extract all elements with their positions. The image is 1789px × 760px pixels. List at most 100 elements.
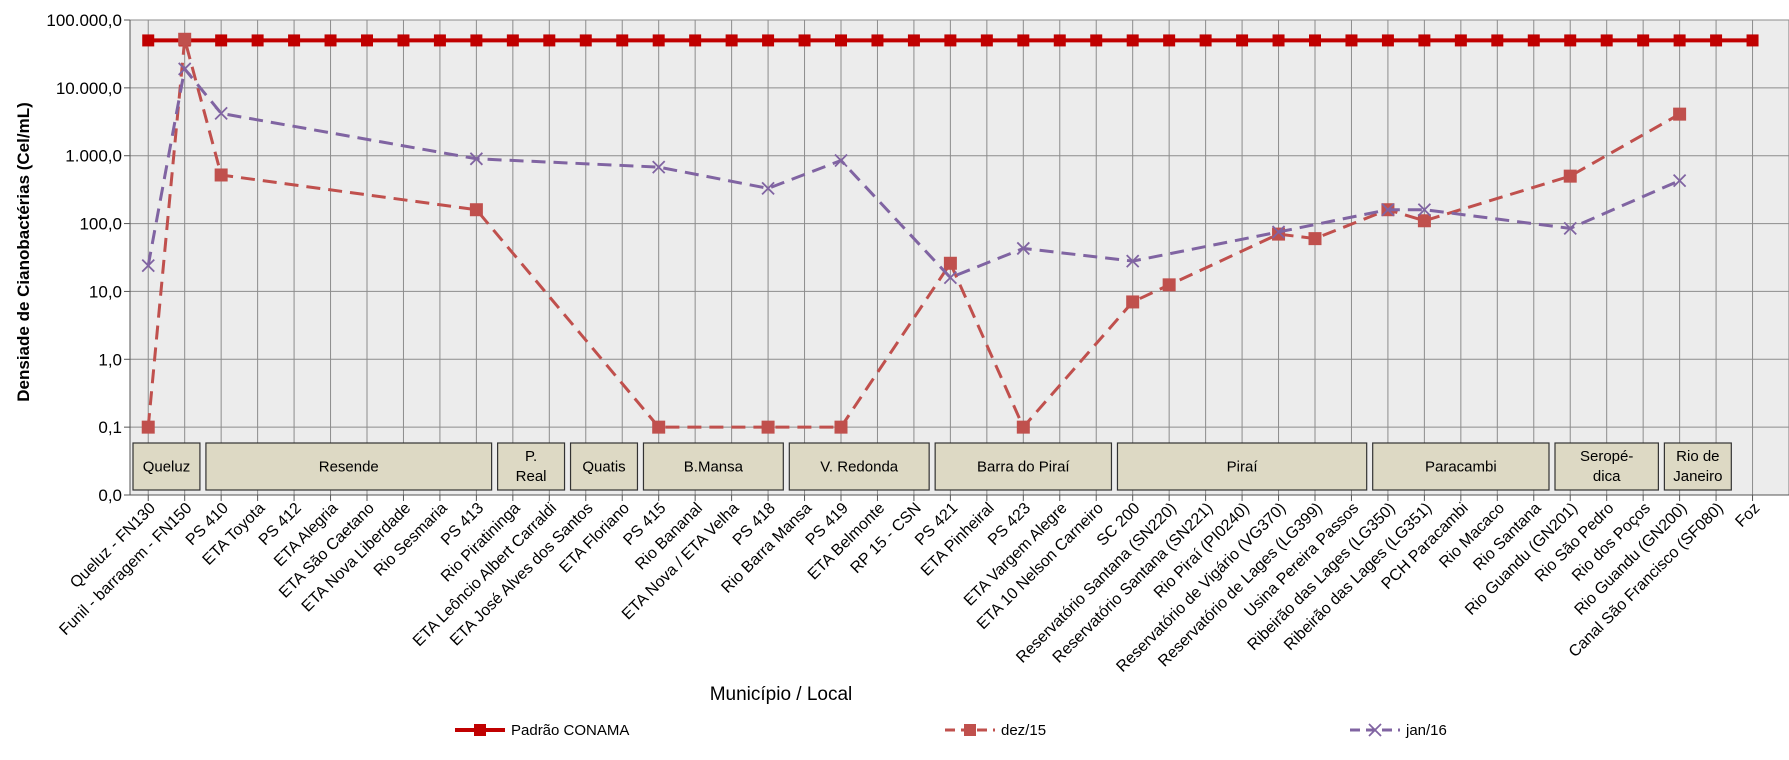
point-dez15 [1126, 295, 1140, 309]
point-conama [1491, 34, 1504, 47]
point-mark [1381, 203, 1395, 217]
point-conama [652, 34, 665, 47]
point-dez15 [761, 420, 775, 434]
point-conama [1564, 34, 1577, 47]
point-conama [361, 34, 373, 47]
point-conama [1418, 34, 1431, 47]
point-conama [1090, 34, 1103, 47]
point-conama [1345, 34, 1358, 47]
point-conama [1637, 34, 1650, 47]
point-conama [1309, 34, 1321, 47]
point-mark [1126, 254, 1140, 268]
point-mark [943, 270, 958, 285]
point-conama [1017, 34, 1030, 47]
group-label-line: Real [516, 468, 547, 485]
point-conama [142, 34, 155, 47]
point-conama [1126, 34, 1139, 47]
point-conama [1746, 34, 1759, 47]
y-tick-label: 1.000,0 [65, 147, 122, 166]
point-conama [470, 34, 483, 47]
group-label: Rio de Janeiro [1673, 448, 1722, 485]
legend-marker [474, 724, 486, 736]
point-conama [1710, 34, 1723, 47]
legend-item: dez/15 [945, 722, 1046, 739]
point-jan16 [652, 160, 666, 174]
group-label: Barra do Piraí [977, 459, 1070, 476]
group-label: V. Redonda [820, 459, 899, 476]
group-label: Piraí [1227, 459, 1259, 476]
point-jan16 [1381, 203, 1395, 217]
x-tick-label: Foz [1732, 500, 1763, 531]
point-jan16 [178, 62, 192, 76]
group-label: P. Real [516, 448, 547, 485]
y-axis-title: Densiade de Cianobactérias (Cel/mL) [14, 102, 33, 401]
group-box [205, 442, 493, 491]
point-conama [543, 34, 556, 47]
point-dez15 [1563, 169, 1577, 183]
point-jan16 [1016, 241, 1030, 256]
point-dez15 [1016, 420, 1030, 434]
group-box [569, 442, 639, 491]
point-conama [944, 34, 957, 47]
point-conama [215, 34, 228, 47]
point-jan16 [469, 152, 484, 166]
axes: 0,1 1,0 10,0 100,0 1.000,0 10.000,0 100.000,0 0… [46, 11, 1789, 505]
point-conama [835, 34, 847, 47]
plot-area [129, 19, 1789, 496]
legend-marker [964, 724, 976, 736]
y-tick-label: 10.000,0 [56, 79, 122, 98]
point-conama [251, 34, 264, 47]
group-box [788, 442, 930, 491]
point-jan16 [834, 153, 848, 168]
point-conama [1673, 34, 1686, 47]
point-mark [469, 152, 484, 166]
point-mark [178, 62, 192, 76]
group-label: Queluz [143, 459, 191, 476]
point-conama [1053, 34, 1066, 47]
point-conama [871, 34, 884, 47]
y-tick-label: 100.000,0 [46, 11, 122, 30]
point-conama [1236, 34, 1249, 47]
point-jan16 [1271, 225, 1286, 239]
point-mark [1271, 225, 1286, 239]
point-mark [1672, 173, 1687, 188]
group-label-line: dica [1593, 468, 1621, 485]
legend-item: Padrão CONAMA [455, 722, 629, 739]
point-conama [288, 34, 301, 47]
point-dez15 [469, 203, 483, 217]
group-box [1663, 442, 1732, 491]
point-mark [141, 258, 155, 273]
y-tick-label: 0,0 [98, 486, 122, 505]
grid [129, 19, 1789, 496]
point-conama [324, 34, 337, 47]
point-dez15 [141, 420, 155, 434]
legend-label: jan/16 [1405, 722, 1447, 739]
point-jan16 [943, 270, 958, 285]
group-label: Resende [319, 459, 379, 476]
group-label: B.Mansa [684, 459, 744, 476]
legend-label: dez/15 [1001, 722, 1046, 739]
point-jan16 [1563, 221, 1577, 235]
point-conama [579, 34, 592, 47]
group-label: Paracambi [1425, 459, 1497, 476]
series-layer [141, 32, 1759, 434]
point-dez15 [834, 420, 848, 434]
point-dez15 [943, 256, 957, 270]
legend: Padrão CONAMA dez/15 jan/16 [455, 722, 1447, 739]
point-mark [1563, 221, 1577, 235]
point-conama [798, 34, 811, 47]
point-mark [214, 106, 228, 121]
point-jan16 [214, 106, 228, 121]
point-dez15 [652, 420, 666, 434]
series-line-jan16 [146, 65, 1681, 280]
point-conama [689, 34, 702, 47]
point-conama [1527, 34, 1540, 47]
group-box [132, 442, 201, 491]
point-jan16 [141, 258, 155, 273]
point-mark [1417, 203, 1432, 217]
point-mark [761, 181, 775, 196]
y-tick-label: 1,0 [98, 350, 122, 369]
